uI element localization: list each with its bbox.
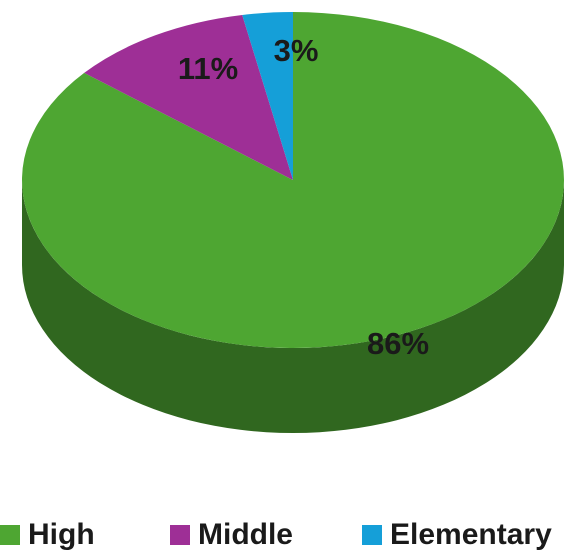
data-labels: 86% 11% 3% (178, 33, 429, 361)
legend-item-elementary: Elementary (362, 512, 552, 557)
legend: High Middle Elementary (0, 512, 587, 557)
pie-side-layer (22, 180, 564, 433)
legend-swatch-middle (170, 524, 190, 545)
legend-swatch-high (0, 524, 20, 545)
data-label-middle: 11% (178, 51, 238, 86)
legend-label-high: High (28, 518, 95, 551)
pie-slice-high (21, 12, 564, 348)
data-label-elementary: 3% (274, 33, 319, 68)
pie-slice-elementary (242, 12, 293, 180)
legend-label-elementary: Elementary (390, 518, 552, 551)
legend-label-middle: Middle (198, 518, 293, 551)
legend-swatch-elementary (362, 524, 382, 545)
legend-item-middle: Middle (170, 512, 293, 557)
data-label-high: 86% (367, 326, 429, 361)
legend-item-high: High (0, 512, 95, 557)
pie-top-layer (21, 12, 564, 348)
pie-slice-middle (84, 14, 293, 181)
pie-side-high (22, 180, 564, 433)
